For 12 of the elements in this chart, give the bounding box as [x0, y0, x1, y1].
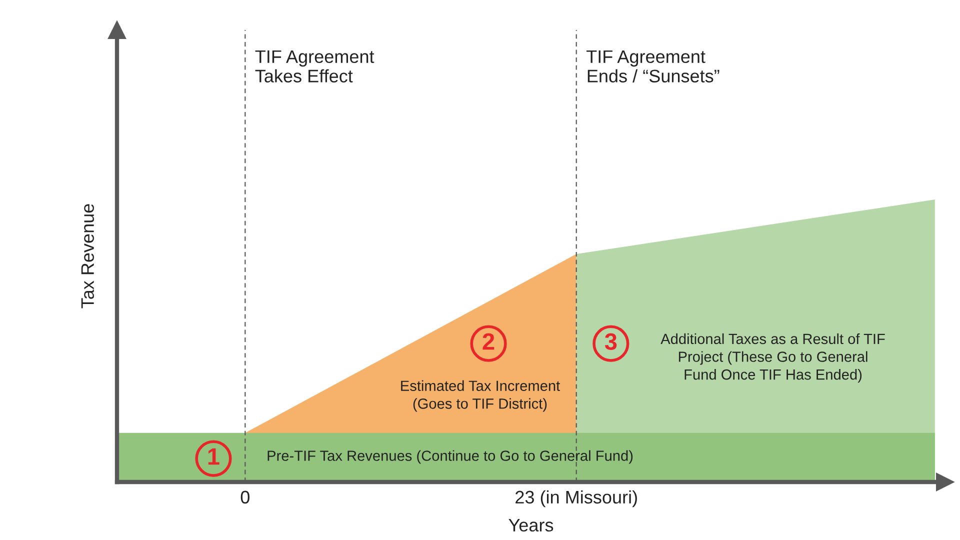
x-tick-label: 0: [240, 490, 250, 504]
annotation: 1: [208, 448, 220, 465]
annotation: Additional Taxes as a Result of TIF Project (These Go to General Fund Once TIF Has Ended): [660, 333, 885, 383]
annotation: Pre-TIF Tax Revenues (Continue to Go to General Fund): [268, 450, 633, 464]
x-axis-title: Years: [508, 518, 554, 532]
annotation: 3: [604, 333, 617, 350]
annotation: 2: [482, 333, 494, 350]
y-axis-title: Tax Revenue: [81, 204, 94, 308]
ref-line-label: TIF Agreement Takes Effect: [255, 50, 374, 82]
annotation: Estimated Tax Increment (Goes to TIF District): [401, 380, 560, 412]
ref-line-label: TIF Agreement Ends / “Sunsets”: [586, 50, 720, 82]
x-tick-label: 23 (in Missouri): [516, 490, 637, 508]
